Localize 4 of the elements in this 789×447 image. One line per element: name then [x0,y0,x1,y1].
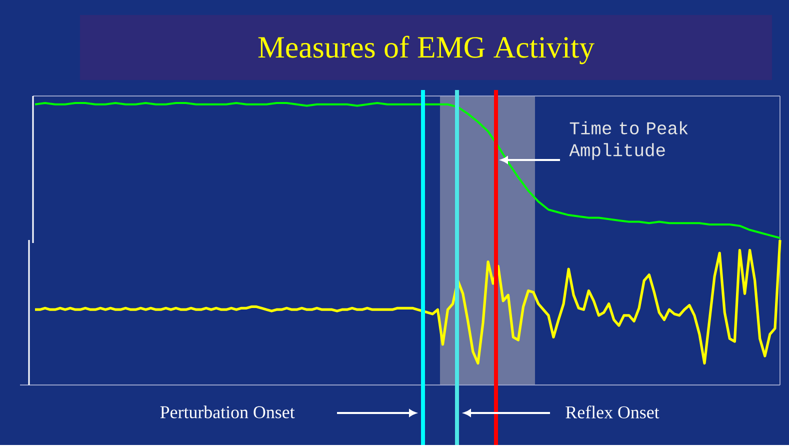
chart-title: Measures of EMG Activity [258,36,594,64]
annotation: Time to Peak Amplitude [569,121,688,160]
text: Reflex Onset [566,406,660,418]
text: Perturbation Onset [160,406,295,418]
